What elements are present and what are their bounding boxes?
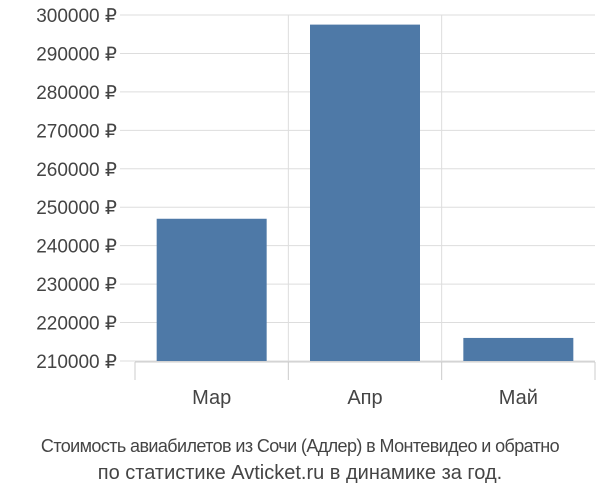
y-tick-label: 270000 ₽ [36, 121, 117, 142]
y-tick-label: 220000 ₽ [36, 314, 117, 335]
x-tick-label: Апр [347, 387, 382, 409]
y-tick-label: 260000 ₽ [36, 160, 117, 181]
bar-Май [463, 337, 574, 361]
bars [156, 24, 574, 361]
x-axis: Мар Апр Май [134, 361, 596, 409]
y-axis-ticks: 210000 ₽ 220000 ₽ 230000 ₽ 240000 ₽ 250000 ₽… [36, 6, 117, 373]
y-tick-label: 240000 ₽ [36, 237, 117, 258]
x-tick-label: Мар [192, 387, 231, 409]
y-tick-label: 250000 ₽ [36, 198, 117, 219]
y-tick-label: 300000 ₽ [36, 6, 117, 27]
y-tick-label: 210000 ₽ [36, 352, 117, 373]
x-tick-label: Май [499, 387, 538, 409]
bar-chart: 210000 ₽ 220000 ₽ 230000 ₽ 240000 ₽ 250000 ₽… [36, 6, 596, 409]
bar-Апр [310, 24, 420, 361]
chart-title: Стоимость авиабилетов из Сочи (Адлер) в … [40, 436, 560, 456]
y-tick-label: 290000 ₽ [36, 44, 117, 65]
chart-subtitle: по статистике Avticket.ru в динамике за … [97, 462, 503, 484]
bar-Мар [156, 218, 267, 361]
y-tick-label: 230000 ₽ [36, 275, 117, 296]
y-tick-label: 280000 ₽ [36, 83, 117, 104]
